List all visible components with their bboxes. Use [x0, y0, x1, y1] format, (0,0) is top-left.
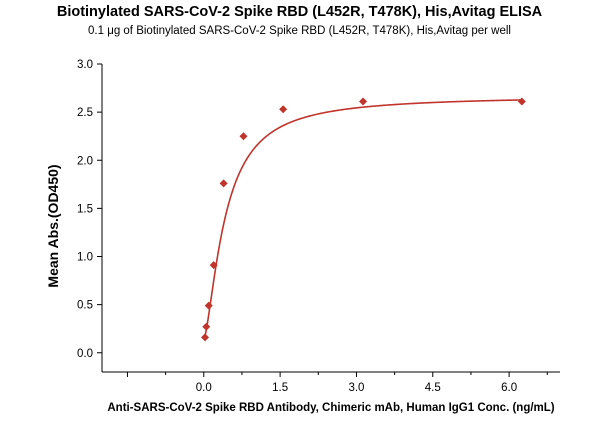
fit-curve-layer: [204, 99, 522, 337]
y-tick-label: 1.5: [77, 203, 93, 215]
y-tick-label: 0.0: [77, 348, 93, 360]
y-tick-label: 2.5: [77, 107, 93, 119]
x-tick-label: 4.5: [425, 382, 441, 394]
data-point: [239, 132, 248, 141]
axes: 0.0 0.5 1.0 1.5 2.0 2.5 3.0 0.0 1.5 3.0 4.5 6.0: [77, 59, 560, 394]
y-tick-label: 2.0: [77, 155, 93, 167]
x-tick-label: 6.0: [501, 382, 517, 394]
x-tick-label: 3.0: [348, 382, 364, 394]
y-tick-label: 3.0: [77, 59, 93, 71]
data-point: [219, 179, 228, 188]
data-point: [202, 322, 211, 331]
data-point: [209, 261, 218, 270]
data-point: [359, 97, 368, 106]
fit-curve: [204, 99, 522, 337]
data-point: [204, 301, 213, 310]
data-point: [517, 97, 526, 106]
y-tick-label: 0.5: [77, 300, 93, 312]
x-tick-label: 1.5: [272, 382, 288, 394]
data-point: [279, 105, 288, 114]
data-points: [200, 97, 526, 342]
chart-subtitle: 0.1 μg of Biotinylated SARS-CoV-2 Spike …: [88, 25, 511, 37]
x-tick-label: 0.0: [196, 382, 212, 394]
chart-title: Biotinylated SARS-CoV-2 Spike RBD (L452R…: [56, 4, 543, 20]
data-point: [200, 333, 209, 342]
y-tick-label: 1.0: [77, 252, 93, 264]
y-axis-label: Mean Abs.(OD450): [45, 164, 61, 287]
x-axis-label: Anti-SARS-CoV-2 Spike RBD Antibody, Chim…: [107, 402, 554, 414]
